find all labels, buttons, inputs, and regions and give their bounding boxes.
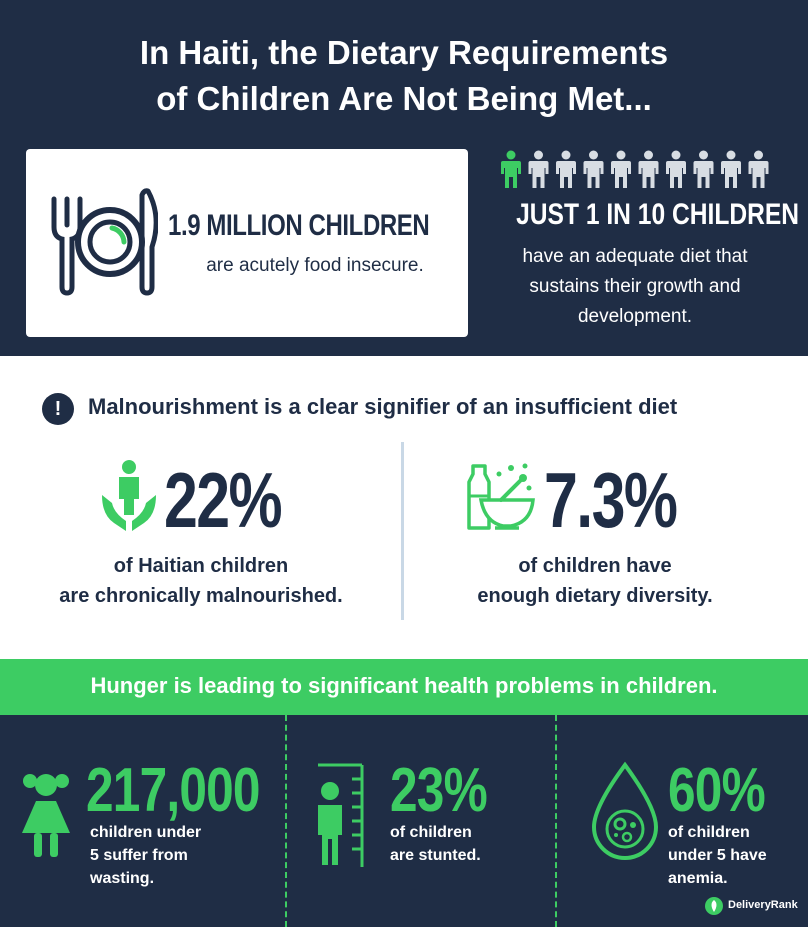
wasting-line-2: 5 suffer from [90, 847, 188, 864]
bowl-and-bottle-icon [467, 463, 535, 530]
page-title: In Haiti, the Dietary Requirements of Ch… [0, 30, 808, 122]
person-icon [666, 150, 686, 188]
person-icon [611, 150, 631, 188]
person-icon [528, 150, 549, 188]
anemia-line-3: anemia. [668, 870, 728, 887]
child-in-hands-icon [102, 460, 156, 531]
food-insecure-card: 1.9 MILLION CHILDREN are acutely food in… [26, 149, 468, 337]
header-section: In Haiti, the Dietary Requirements of Ch… [0, 0, 808, 356]
person-icon-highlighted [501, 150, 521, 188]
malnourished-line-2: are chronically malnourished. [59, 585, 343, 607]
people-ratio-graphic [501, 150, 769, 188]
person-icon [693, 150, 714, 188]
wasting-count: 217,000 [86, 756, 261, 825]
stunted-description: of children are stunted. [390, 821, 550, 867]
title-line-2: of Children Are Not Being Met... [156, 80, 652, 117]
adequate-diet-description: have an adequate diet that sustains thei… [490, 242, 780, 332]
malnourishment-heading: ! Malnourishment is a clear signifier of… [42, 393, 782, 425]
person-icon [583, 150, 604, 188]
adequate-diet-line-1: have an adequate diet that [522, 246, 748, 267]
dietary-diversity-line-2: enough dietary diversity. [477, 585, 713, 607]
girl-icon [22, 774, 70, 857]
malnourishment-heading-text: Malnourishment is a clear signifier of a… [88, 394, 678, 419]
wasting-description: children under 5 suffer from wasting. [90, 821, 280, 890]
blood-drop-icon [591, 761, 659, 860]
person-icon [638, 150, 659, 188]
anemia-description: of children under 5 have anemia. [668, 821, 798, 890]
person-icon [721, 150, 741, 188]
delivery-rank-logo-icon [705, 897, 723, 915]
stunted-line-1: of children [390, 824, 472, 841]
wasting-line-3: wasting. [90, 870, 155, 887]
food-insecure-subtext: are acutely food insecure. [206, 255, 424, 276]
stunted-percentage: 23% [390, 756, 488, 825]
child-height-chart-icon [318, 763, 364, 867]
hunger-banner: Hunger is leading to significant health … [0, 659, 808, 715]
stunted-line-2: are stunted. [390, 847, 481, 864]
health-problems-section: 217,000 children under 5 suffer from was… [0, 715, 808, 927]
dietary-diversity-line-1: of children have [518, 555, 672, 577]
plate-fork-knife-icon [51, 188, 158, 296]
dietary-diversity-description: of children have enough dietary diversit… [420, 551, 770, 611]
title-line-1: In Haiti, the Dietary Requirements [139, 34, 669, 71]
exclamation-icon: ! [42, 393, 74, 425]
adequate-diet-headline: JUST 1 IN 10 CHILDREN [516, 198, 800, 231]
malnourished-line-1: of Haitian children [113, 555, 289, 577]
malnourished-description: of Haitian children are chronically maln… [20, 551, 382, 611]
adequate-diet-line-3: development. [577, 306, 693, 327]
wasting-line-1: children under [90, 824, 202, 841]
hunger-heading: Hunger is leading to significant health … [90, 673, 718, 698]
dashed-divider-1 [285, 715, 287, 927]
anemia-line-2: under 5 have [668, 847, 767, 864]
anemia-percentage: 60% [668, 756, 766, 825]
dietary-diversity-percentage: 7.3% [544, 456, 678, 544]
anemia-line-1: of children [668, 824, 750, 841]
food-insecure-headline: 1.9 MILLION CHILDREN [168, 209, 430, 242]
adequate-diet-line-2: sustains their growth and [529, 276, 741, 297]
person-icon [556, 150, 576, 188]
section-divider [401, 442, 404, 620]
person-icon [748, 150, 769, 188]
malnourished-percentage: 22% [164, 456, 283, 544]
dashed-divider-2 [555, 715, 557, 927]
brand-name: DeliveryRank [728, 899, 798, 911]
